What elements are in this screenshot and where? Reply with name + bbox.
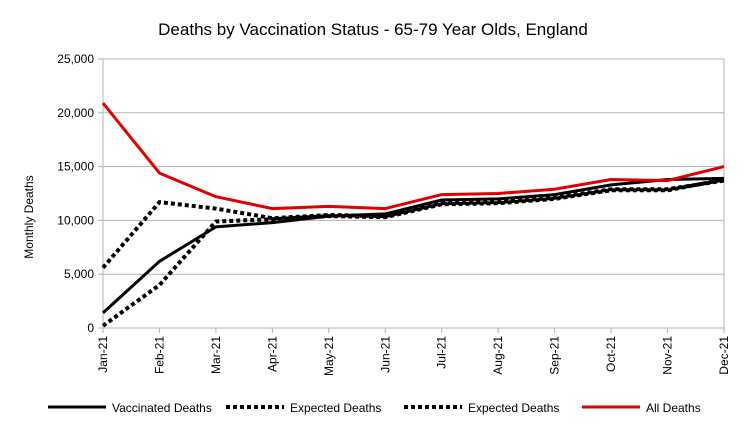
x-tick-label: Oct-21 [604, 336, 618, 372]
y-axis-label: Monthly Deaths [22, 175, 36, 258]
y-tick-label: 10,000 [57, 213, 94, 227]
grid-lines [103, 58, 724, 329]
x-tick-label: Apr-21 [265, 336, 279, 372]
series-line-3 [101, 178, 725, 270]
y-tick-label: 20,000 [57, 106, 94, 120]
legend: Vaccinated Deaths Expected Deaths Expected… [48, 401, 701, 415]
x-tick-label: Nov-21 [661, 336, 675, 375]
series-lines [101, 102, 725, 328]
x-tick-label: Feb-21 [152, 336, 166, 374]
x-tick-label: Sep-21 [548, 336, 562, 375]
x-tick-label: May-21 [322, 336, 336, 376]
legend-label: Expected Deaths [468, 401, 559, 415]
x-tick-label: Dec-21 [717, 336, 731, 375]
chart-title: Deaths by Vaccination Status - 65-79 Yea… [158, 20, 588, 39]
series-line-4 [101, 102, 725, 211]
y-tick-label: 0 [87, 321, 94, 335]
y-tick-label: 5,000 [64, 267, 94, 281]
series-line-2 [101, 177, 725, 328]
y-tick-label: 15,000 [57, 160, 94, 174]
x-tick-label: Mar-21 [209, 336, 223, 374]
x-tick-label: Jan-21 [96, 336, 110, 373]
y-tick-label: 25,000 [57, 52, 94, 66]
x-tick-label: Aug-21 [491, 336, 505, 375]
legend-label: Expected Deaths [290, 401, 381, 415]
axes: 0 5,000 10,000 15,000 20,000 25,000 Jan-21 Feb-… [57, 52, 731, 376]
legend-label: All Deaths [646, 401, 701, 415]
x-tick-label: Jun-21 [378, 336, 392, 373]
series-line-1 [101, 176, 725, 315]
x-tick-label: Jul-21 [435, 336, 449, 369]
legend-label: Vaccinated Deaths [112, 401, 212, 415]
